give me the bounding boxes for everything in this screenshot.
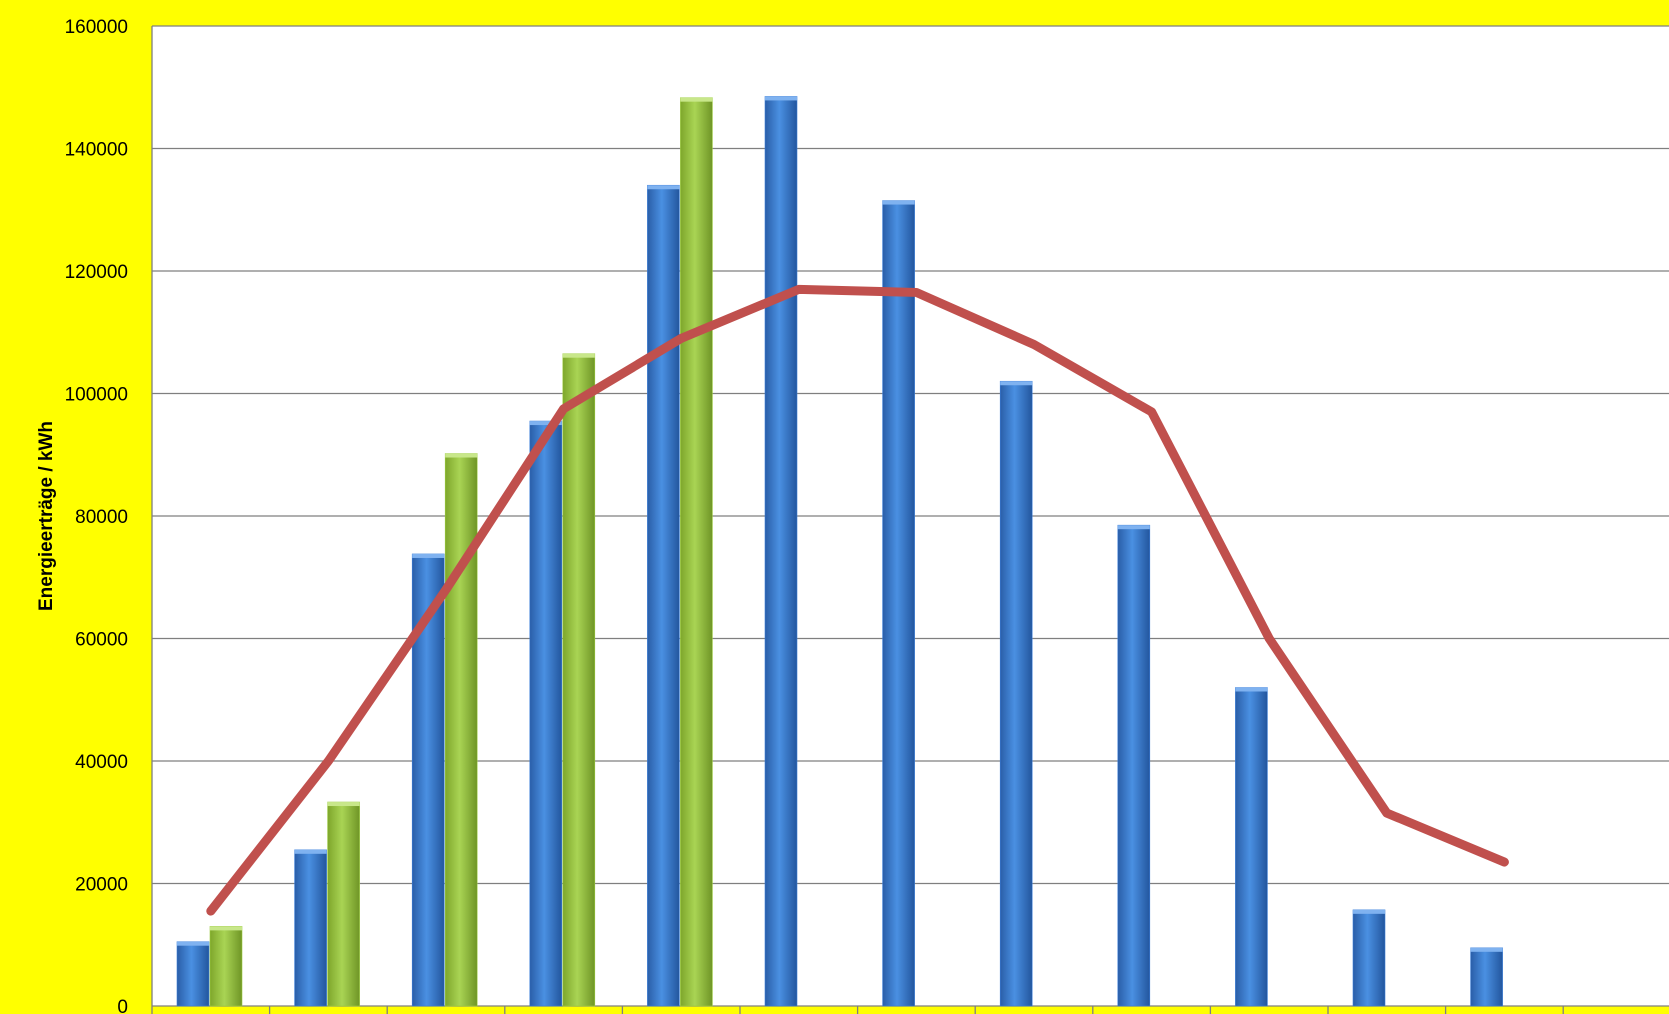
bar-series1-cat9 (1117, 524, 1151, 1007)
bar-series2-cat3 (444, 453, 478, 1007)
y-tick-label-100000: 100000 (65, 385, 128, 406)
bar-cap-series2-cat3 (445, 453, 478, 458)
bar-series1-cat2 (294, 849, 327, 1007)
y-tick-label-40000: 40000 (75, 752, 128, 773)
y-tick-label-0: 0 (117, 997, 128, 1014)
bar-cap-series1-cat8 (1000, 381, 1033, 386)
bar-series1-cat5 (647, 184, 680, 1007)
bar-cap-series2-cat2 (327, 802, 360, 807)
y-axis-title: Energieerträge / kWh (36, 421, 57, 611)
bar-cap-series1-cat10 (1235, 687, 1268, 692)
bar-cap-series1-cat5 (647, 185, 680, 190)
bar-cap-series2-cat5 (680, 97, 713, 102)
bar-cap-series1-cat2 (294, 849, 327, 854)
bar-cap-series2-cat1 (210, 926, 242, 931)
bar-cap-series1-cat7 (882, 200, 915, 205)
y-tick-label-160000: 160000 (65, 17, 128, 38)
line-series-1 (206, 284, 1509, 916)
bar-series2-cat1 (209, 926, 243, 1007)
category-ticks (151, 1006, 1564, 1014)
bar-series2-cat2 (327, 801, 360, 1007)
bar-series1-cat7 (882, 200, 915, 1007)
bar-series2-cat5 (680, 97, 713, 1007)
y-tick-labels: 0 20000 40000 60000 80000 100000 120000 140000 1… (65, 17, 128, 1014)
bar-cap-series1-cat3 (412, 553, 445, 558)
bar-series1-cat6 (764, 96, 798, 1007)
y-tick-label-120000: 120000 (65, 262, 128, 283)
bar-cap-series1-cat9 (1117, 525, 1150, 530)
bar-series1-cat4 (529, 420, 563, 1007)
bar-series1-cat12 (1470, 947, 1503, 1007)
bar-cap-series1-cat11 (1353, 909, 1385, 914)
bar-series1-cat10 (1235, 687, 1268, 1007)
bar-series1-cat1 (176, 941, 210, 1007)
bar-cap-series2-cat4 (562, 353, 595, 358)
bar-series2-cat4 (562, 353, 596, 1007)
y-tick-label-60000: 60000 (75, 630, 128, 651)
y-tick-label-140000: 140000 (65, 140, 128, 161)
bars (176, 96, 1503, 1007)
bar-cap-series1-cat12 (1470, 947, 1503, 952)
bar-cap-series1-cat4 (529, 421, 562, 426)
bar-cap-series1-cat6 (765, 96, 797, 101)
y-tick-label-80000: 80000 (75, 507, 128, 528)
bar-cap-series1-cat1 (177, 941, 209, 946)
y-tick-label-20000: 20000 (75, 875, 128, 896)
bar-series1-cat11 (1352, 909, 1386, 1007)
line-series (206, 284, 1509, 916)
bar-series1-cat8 (999, 380, 1033, 1007)
